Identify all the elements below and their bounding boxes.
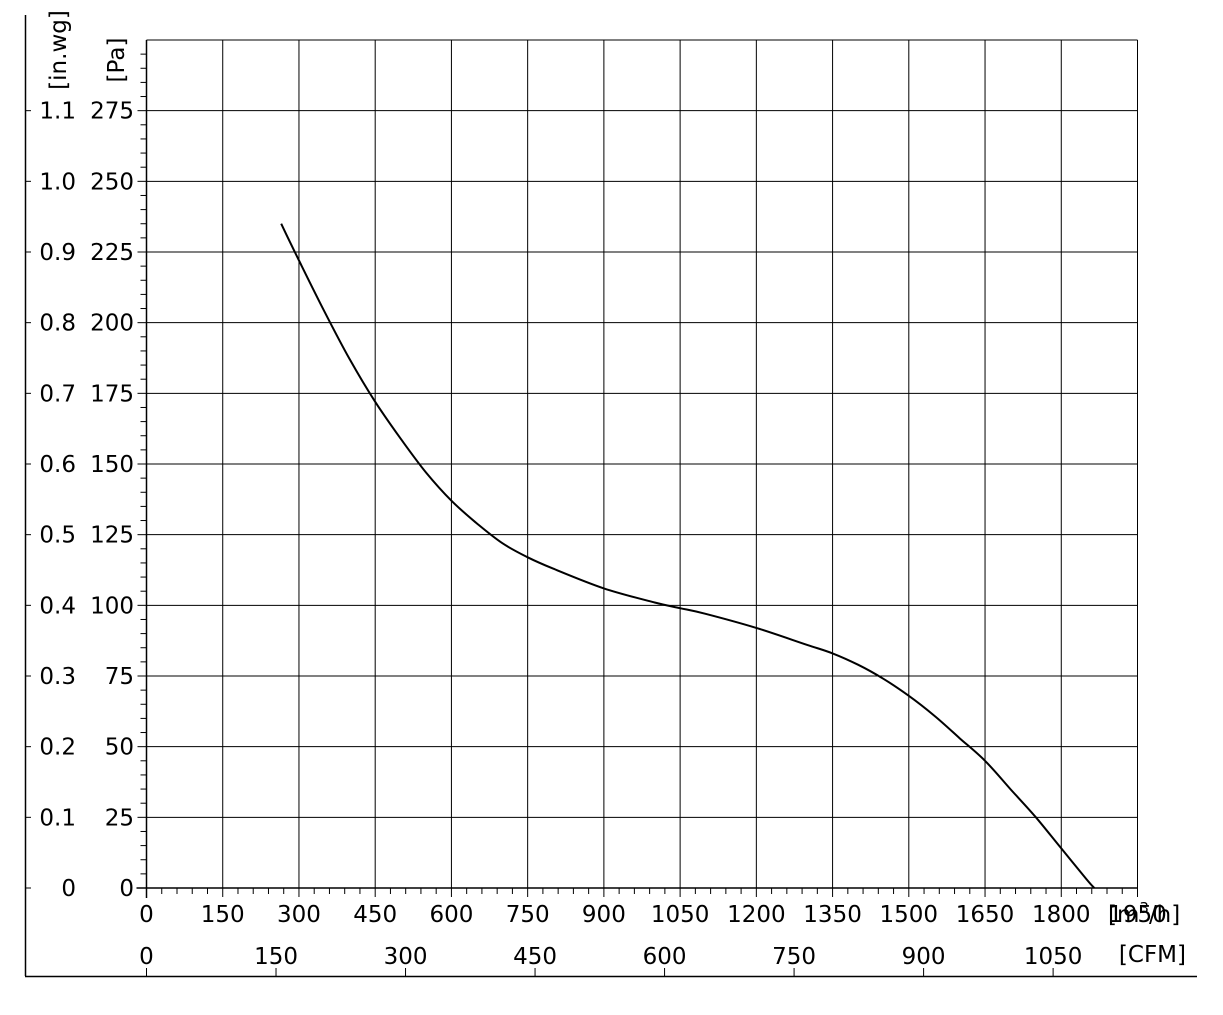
y-tick-label-inwg: 0.7 bbox=[39, 381, 76, 407]
y-tick-label-inwg: 0.8 bbox=[39, 311, 76, 337]
x-tick-label: 1200 bbox=[727, 902, 786, 928]
y-tick-label-pa: 75 bbox=[105, 664, 134, 690]
y-tick-label-pa: 225 bbox=[90, 240, 134, 266]
y-tick-label-pa: 250 bbox=[90, 169, 134, 195]
axis-labels: 0 150 300 450 600 750 900 1050 1200 1350 1500 1650 1… bbox=[39, 10, 1186, 970]
x-tick-label: 1650 bbox=[956, 902, 1015, 928]
y-tick-label-pa: 175 bbox=[90, 381, 134, 407]
y-tick-label-inwg: 0 bbox=[61, 876, 76, 902]
y-tick-label-inwg: 0.4 bbox=[39, 593, 76, 619]
x-tick-label: 1950 bbox=[1108, 902, 1167, 928]
y-tick-label-inwg: 1.1 bbox=[39, 99, 76, 125]
chart-frame bbox=[24, 15, 1197, 978]
y-tick-label-pa: 50 bbox=[105, 735, 134, 761]
minor-ticks bbox=[140, 53, 1123, 894]
y-secondary-unit-label: [in.wg] bbox=[46, 10, 72, 90]
y-tick-label-pa: 25 bbox=[105, 805, 134, 831]
x-tick-label: 750 bbox=[506, 902, 550, 928]
y-tick-label-pa: 0 bbox=[119, 876, 134, 902]
data-series bbox=[280, 223, 1096, 889]
y-tick-label-pa: 100 bbox=[90, 593, 134, 619]
y-tick-label-pa: 200 bbox=[90, 311, 134, 337]
y-tick-label-inwg: 0.3 bbox=[39, 664, 76, 690]
x-tick-label: 0 bbox=[139, 902, 154, 928]
cfm-tick-label: 1050 bbox=[1024, 944, 1083, 970]
x-secondary-unit-label: [CFM] bbox=[1119, 942, 1186, 968]
x-tick-label: 300 bbox=[277, 902, 321, 928]
cfm-tick-label: 450 bbox=[513, 944, 557, 970]
x-tick-label: 1800 bbox=[1032, 902, 1091, 928]
cfm-tick-label: 750 bbox=[772, 944, 816, 970]
y-tick-label-inwg: 1.0 bbox=[39, 169, 76, 195]
y-tick-label-pa: 150 bbox=[90, 452, 134, 478]
cfm-tick-label: 150 bbox=[254, 944, 298, 970]
y-tick-label-inwg: 0.2 bbox=[39, 735, 76, 761]
cfm-tick-label: 0 bbox=[139, 944, 154, 970]
y-unit-label: [Pa] bbox=[104, 38, 130, 83]
x-tick-label: 150 bbox=[201, 902, 245, 928]
x-tick-label: 1500 bbox=[880, 902, 939, 928]
y-tick-label-inwg: 0.9 bbox=[39, 240, 76, 266]
cfm-tick-label: 900 bbox=[902, 944, 946, 970]
x-tick-label: 450 bbox=[353, 902, 397, 928]
cfm-tick-label: 600 bbox=[643, 944, 687, 970]
y-tick-label-inwg: 0.6 bbox=[39, 452, 76, 478]
y-tick-label-inwg: 0.5 bbox=[39, 523, 76, 549]
fan-curve-line bbox=[280, 223, 1096, 889]
y-tick-label-pa: 125 bbox=[90, 523, 134, 549]
x-tick-label: 1350 bbox=[803, 902, 862, 928]
chart-grid bbox=[25, 39, 1138, 976]
x-tick-label: 1050 bbox=[651, 902, 710, 928]
y-tick-label-pa: 275 bbox=[90, 99, 134, 125]
cfm-tick-label: 300 bbox=[384, 944, 428, 970]
x-unit-label: [m3/h] bbox=[1108, 899, 1180, 928]
y-tick-label-inwg: 0.1 bbox=[39, 805, 76, 831]
x-tick-label: 900 bbox=[582, 902, 626, 928]
x-tick-label: 600 bbox=[429, 902, 473, 928]
